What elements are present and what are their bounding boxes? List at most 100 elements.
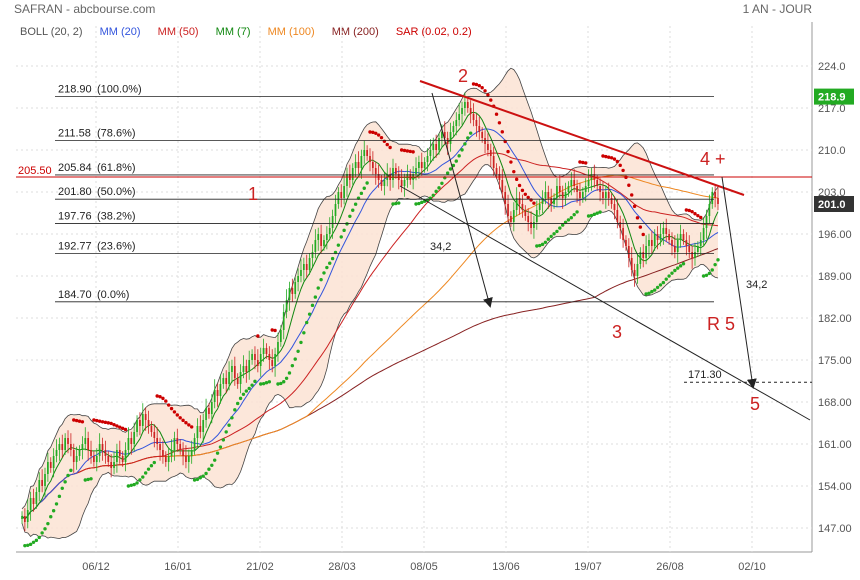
candle-body (300, 270, 302, 276)
sar-dot (259, 382, 263, 386)
sar-dot (667, 274, 671, 278)
candle-body (714, 192, 716, 198)
sar-dot (661, 280, 666, 285)
candle-body (420, 162, 423, 168)
candle-body (374, 168, 377, 174)
sar-dot (532, 201, 536, 205)
candle-body (133, 432, 136, 444)
sar-dot (166, 403, 171, 407)
candle-body (702, 228, 705, 240)
candle-body (659, 234, 662, 240)
candle-body (314, 240, 317, 252)
sar-dot (28, 542, 33, 547)
candle-body (70, 444, 72, 450)
sar-dot (486, 93, 490, 97)
last-price-label: 201.0 (818, 199, 846, 211)
resistance-label: 205.50 (18, 165, 52, 177)
candle-body (274, 354, 276, 366)
sar-dot (307, 312, 312, 316)
candle-body (495, 168, 498, 174)
candle-body (47, 462, 49, 474)
candle-body (251, 354, 253, 360)
candle-body (579, 192, 581, 198)
sar-dot (517, 183, 522, 188)
bollinger-fill (22, 68, 718, 539)
sar-dot (581, 160, 585, 165)
bollinger-band (21, 67, 719, 540)
candle-body (492, 156, 495, 168)
candle-body (130, 438, 133, 444)
sar-dot (146, 467, 151, 471)
sar-dot (325, 265, 329, 270)
sar-dot (221, 438, 226, 442)
sar-dot (647, 291, 651, 295)
candle-body (648, 240, 650, 246)
candle-body (630, 258, 633, 270)
sar-dot (244, 389, 249, 393)
sar-dot (512, 169, 516, 174)
candle-body (21, 516, 23, 519)
high-badge-label: 218.9 (818, 92, 846, 104)
x-tick-label: 21/02 (246, 561, 274, 573)
sar-dot (477, 83, 481, 88)
sar-dot (313, 295, 318, 299)
candle-body (360, 156, 363, 168)
candle-body (671, 240, 673, 246)
sar-dot (569, 216, 574, 220)
candle-body (372, 162, 374, 168)
candle-body (441, 132, 443, 138)
candle-body (383, 180, 386, 186)
candle-body (317, 234, 320, 240)
sar-dot (431, 193, 435, 197)
high-badge (814, 88, 854, 105)
candle-body (254, 354, 256, 360)
candle-body (392, 168, 394, 180)
sar-dot (109, 421, 113, 426)
sar-dot (690, 209, 694, 214)
candle-body (688, 246, 691, 252)
sar-dot (701, 274, 706, 278)
sar-dot (95, 418, 99, 423)
candle-body (573, 180, 576, 186)
candle-body (472, 114, 475, 120)
candle-body (541, 198, 544, 204)
sar-dot (607, 155, 611, 159)
sar-dot (589, 213, 594, 218)
sar-dot (526, 195, 530, 200)
sar-dot (480, 86, 484, 90)
sar-dot (434, 189, 438, 194)
sar-dot (696, 213, 700, 218)
sar-dot (189, 425, 194, 429)
candle-body (222, 378, 225, 384)
candle-body (262, 348, 265, 354)
sar-dot (549, 234, 553, 239)
sar-dot (664, 277, 668, 281)
sar-dot (693, 212, 697, 216)
candle-body (202, 420, 205, 432)
y-tick-label: 161.00 (818, 439, 852, 451)
candle-body (504, 192, 507, 204)
candle-body (98, 444, 101, 456)
chart-title: SAFRAN - abcbourse.com (14, 2, 156, 16)
sar-dot (178, 416, 182, 420)
sar-dot (584, 161, 588, 165)
sar-dot (218, 445, 223, 449)
sar-dot (411, 150, 415, 154)
candle-body (199, 426, 202, 432)
candle-body (84, 438, 87, 444)
y-tick-label: 147.00 (818, 523, 852, 535)
candle-body (639, 252, 642, 264)
target-label: 171.30 (688, 369, 722, 381)
sar-dot (86, 477, 90, 482)
candle-body (305, 264, 308, 270)
sar-dot (681, 262, 686, 266)
candle-body (231, 366, 233, 372)
candle-body (242, 366, 245, 372)
sar-dot (529, 198, 533, 202)
candle-body (443, 132, 446, 138)
candle-body (697, 246, 699, 252)
candle-body (302, 264, 305, 270)
sar-dot (471, 82, 476, 86)
candle-body (530, 222, 532, 228)
sar-dot (451, 163, 456, 168)
